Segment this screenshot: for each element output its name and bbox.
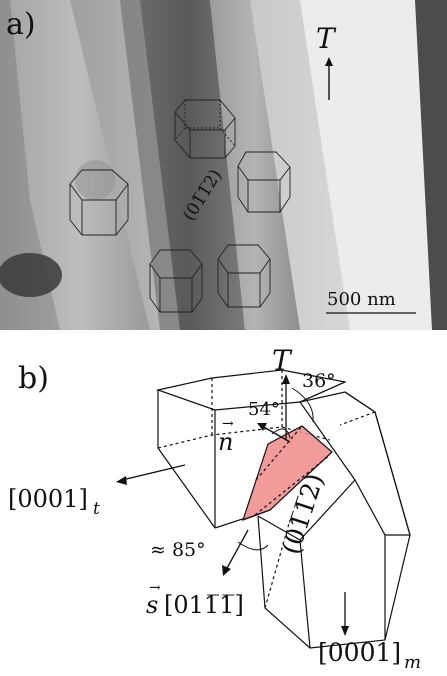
s-arrowhead bbox=[222, 565, 231, 576]
unit-cell-3 bbox=[237, 151, 291, 213]
angle-54-arc bbox=[271, 428, 291, 439]
angle-85-label: ≈ 85° bbox=[150, 539, 206, 561]
angle-85-arc bbox=[237, 541, 269, 551]
panel-b-label: b) bbox=[18, 361, 49, 396]
schematic-svg: b) T 36° n → 54° [0001] bbox=[8, 344, 421, 673]
n-arrowhead bbox=[257, 423, 267, 431]
axis-t-arrowhead bbox=[116, 476, 127, 485]
panel-b-schematic: b) T 36° n → 54° [0001] bbox=[0, 330, 447, 673]
unit-cell-1 bbox=[174, 99, 236, 159]
axis-m-subscript: m bbox=[404, 652, 421, 672]
s-label: s bbox=[146, 591, 158, 619]
n-arrow bbox=[261, 425, 291, 443]
scale-bar-label: 500 nm bbox=[327, 289, 396, 310]
panel-a-micrograph: (01̅1̅2) a) T 500 nm bbox=[0, 0, 447, 330]
s-vector-mark: → bbox=[149, 580, 161, 596]
micrograph-svg: (01̅1̅2) a) T 500 nm bbox=[0, 0, 447, 330]
crystal-m bbox=[257, 391, 411, 649]
axis-m-label: [0001] bbox=[318, 638, 401, 667]
twin-crystals bbox=[155, 369, 411, 649]
axis-t-subscript: t bbox=[93, 499, 100, 519]
dark-blotch bbox=[0, 253, 62, 297]
direction-arrowhead-a bbox=[325, 57, 333, 66]
s-arrow bbox=[225, 529, 249, 571]
angle-36-arc bbox=[291, 387, 314, 423]
direction-label-a: T bbox=[316, 22, 337, 55]
panel-a-label: a) bbox=[6, 7, 36, 42]
unit-cell-2 bbox=[69, 169, 129, 236]
unit-cell-5 bbox=[217, 244, 271, 308]
n-vector-mark: → bbox=[222, 416, 234, 432]
t-arrowhead bbox=[282, 374, 290, 384]
t-label-b: T bbox=[272, 344, 293, 377]
nanorod-right bbox=[210, 0, 300, 330]
unit-cell-4 bbox=[149, 249, 203, 313]
s-index: [011̅1̅] bbox=[164, 591, 244, 619]
nanorod-left bbox=[10, 0, 150, 330]
axis-t-arrow bbox=[121, 464, 186, 481]
nanorod-edge bbox=[415, 0, 447, 330]
twin-plane bbox=[242, 425, 333, 521]
axis-m-arrowhead bbox=[341, 626, 349, 636]
bright-region bbox=[300, 0, 447, 330]
unit-cell-wireframes bbox=[69, 99, 291, 313]
axis-t-label: [0001] bbox=[8, 485, 88, 513]
angle-54-label: 54° bbox=[248, 399, 280, 420]
angle-36-label: 36° bbox=[302, 370, 336, 392]
diffuse-spot bbox=[75, 160, 115, 200]
n-label: n bbox=[218, 428, 233, 456]
